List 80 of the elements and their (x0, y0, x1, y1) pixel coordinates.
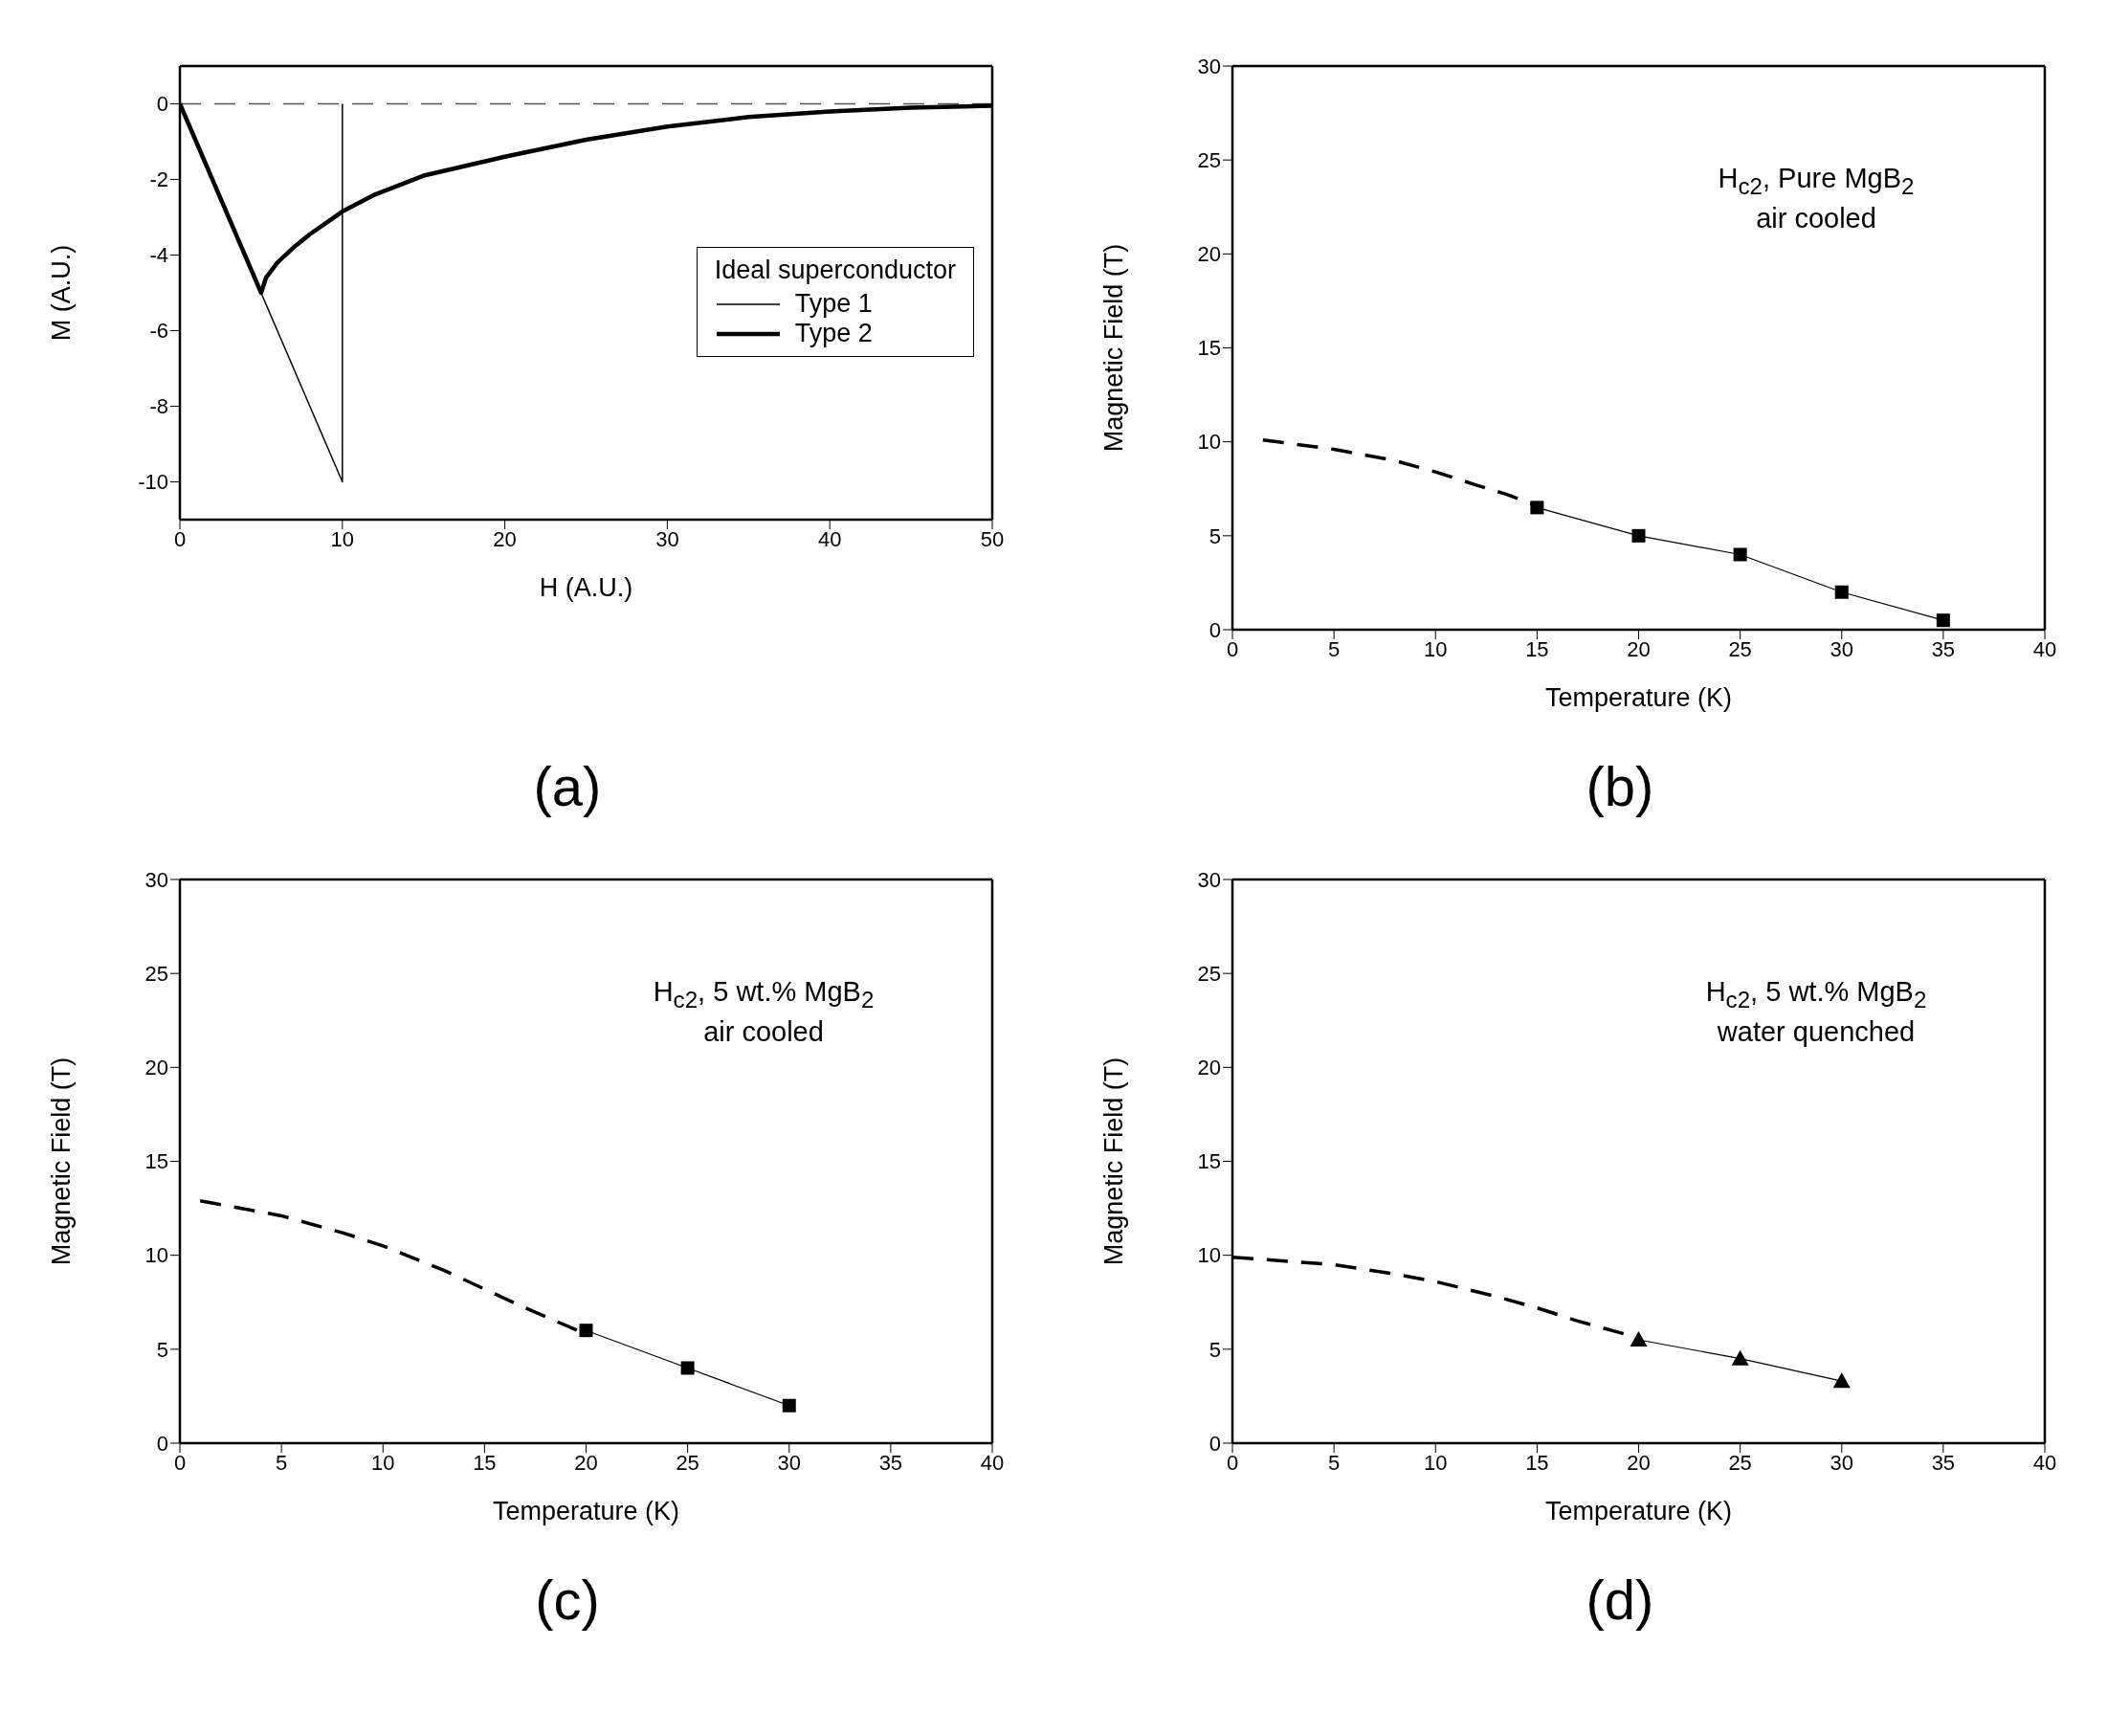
x-tick-label: 30 (655, 526, 679, 551)
y-tick-label: -4 (149, 243, 168, 268)
y-tick-label: 20 (1197, 1056, 1221, 1080)
x-tick-label: 40 (2032, 636, 2057, 661)
y-tick-label: 15 (1197, 336, 1221, 361)
x-tick-label: 15 (1525, 1450, 1549, 1475)
x-tick-label: 40 (2032, 1450, 2057, 1475)
annotation: air cooled (702, 1015, 825, 1049)
x-tick-label: 30 (777, 1450, 801, 1475)
y-tick-label: -8 (149, 394, 168, 419)
x-tick-label: 20 (1627, 1450, 1651, 1475)
x-tick-label: 0 (173, 526, 187, 551)
x-tick-label: 50 (980, 526, 1005, 551)
x-axis-title: Temperature (K) (1544, 683, 1733, 712)
x-tick-label: 10 (1424, 636, 1448, 661)
x-tick-label: 15 (1525, 636, 1549, 661)
x-tick-label: 35 (1931, 636, 1956, 661)
y-tick-label: 30 (144, 867, 168, 892)
x-tick-label: 10 (371, 1450, 395, 1475)
y-tick-label: 30 (1197, 54, 1221, 78)
y-tick-label: -10 (138, 470, 168, 495)
y-tick-label: 30 (1197, 867, 1221, 892)
x-tick-label: 20 (1627, 636, 1651, 661)
y-tick-label: 10 (1197, 1243, 1221, 1268)
y-axis-title: Magnetic Field (T) (1098, 243, 1128, 453)
x-tick-label: 15 (473, 1450, 497, 1475)
annotation: H$_{c2}$, Pure MgB$_{2}$ (1717, 162, 1916, 201)
x-tick-label: 20 (574, 1450, 598, 1475)
y-tick-label: 0 (1209, 1431, 1221, 1456)
x-tick-label: 40 (817, 526, 842, 551)
x-tick-label: 0 (1226, 636, 1239, 661)
y-tick-label: 5 (1209, 1337, 1221, 1362)
y-tick-label: 25 (1197, 961, 1221, 986)
x-tick-label: 0 (173, 1450, 187, 1475)
annotation: H$_{c2}$, 5 wt.% MgB$_{2}$ (652, 975, 876, 1014)
x-tick-label: 10 (330, 526, 355, 551)
y-tick-label: -2 (149, 167, 168, 192)
x-tick-label: 25 (1728, 636, 1752, 661)
y-axis-title: M (A.U.) (46, 244, 76, 342)
x-tick-label: 5 (276, 1450, 288, 1475)
y-tick-label: 25 (144, 961, 168, 986)
text: (a) (532, 754, 603, 818)
text: (b) (1585, 754, 1655, 818)
x-tick-label: 10 (1424, 1450, 1448, 1475)
y-tick-label: 10 (1197, 430, 1221, 455)
x-tick-label: 40 (980, 1450, 1005, 1475)
text: (c) (534, 1568, 601, 1632)
x-axis-title: Temperature (K) (492, 1497, 680, 1525)
annotation: H$_{c2}$, 5 wt.% MgB$_{2}$ (1704, 975, 1928, 1014)
x-tick-label: 5 (1328, 636, 1341, 661)
y-tick-label: 25 (1197, 147, 1221, 172)
y-tick-label: 20 (1197, 242, 1221, 267)
annotation: water quenched (1716, 1015, 1917, 1049)
annotation: air cooled (1755, 202, 1877, 235)
y-tick-label: 10 (144, 1243, 168, 1268)
y-tick-label: 0 (1209, 617, 1221, 642)
y-tick-label: 15 (144, 1149, 168, 1174)
legend-title: Ideal superconductor (714, 256, 956, 285)
x-tick-label: 30 (1830, 1450, 1853, 1475)
x-tick-label: 5 (1328, 1450, 1341, 1475)
x-tick-label: 20 (493, 526, 517, 551)
y-tick-label: 15 (1197, 1149, 1221, 1174)
x-tick-label: 25 (676, 1450, 699, 1475)
y-tick-label: 20 (144, 1056, 168, 1080)
x-tick-label: 35 (1931, 1450, 1956, 1475)
x-axis-title: Temperature (K) (1544, 1497, 1733, 1525)
y-tick-label: 0 (156, 92, 168, 117)
x-tick-label: 25 (1728, 1450, 1752, 1475)
y-tick-label: -6 (149, 319, 168, 344)
x-axis-title: H (A.U.) (539, 573, 633, 602)
legend-label: Type 1 (794, 289, 873, 319)
text: (d) (1585, 1568, 1655, 1632)
y-axis-title: Magnetic Field (T) (1098, 1057, 1128, 1266)
y-axis-title: Magnetic Field (T) (46, 1057, 76, 1266)
x-tick-label: 0 (1226, 1450, 1239, 1475)
legend-label: Type 2 (794, 319, 873, 348)
y-tick-label: 0 (156, 1431, 168, 1456)
x-tick-label: 35 (878, 1450, 903, 1475)
y-tick-label: 5 (156, 1337, 168, 1362)
x-tick-label: 30 (1830, 636, 1853, 661)
